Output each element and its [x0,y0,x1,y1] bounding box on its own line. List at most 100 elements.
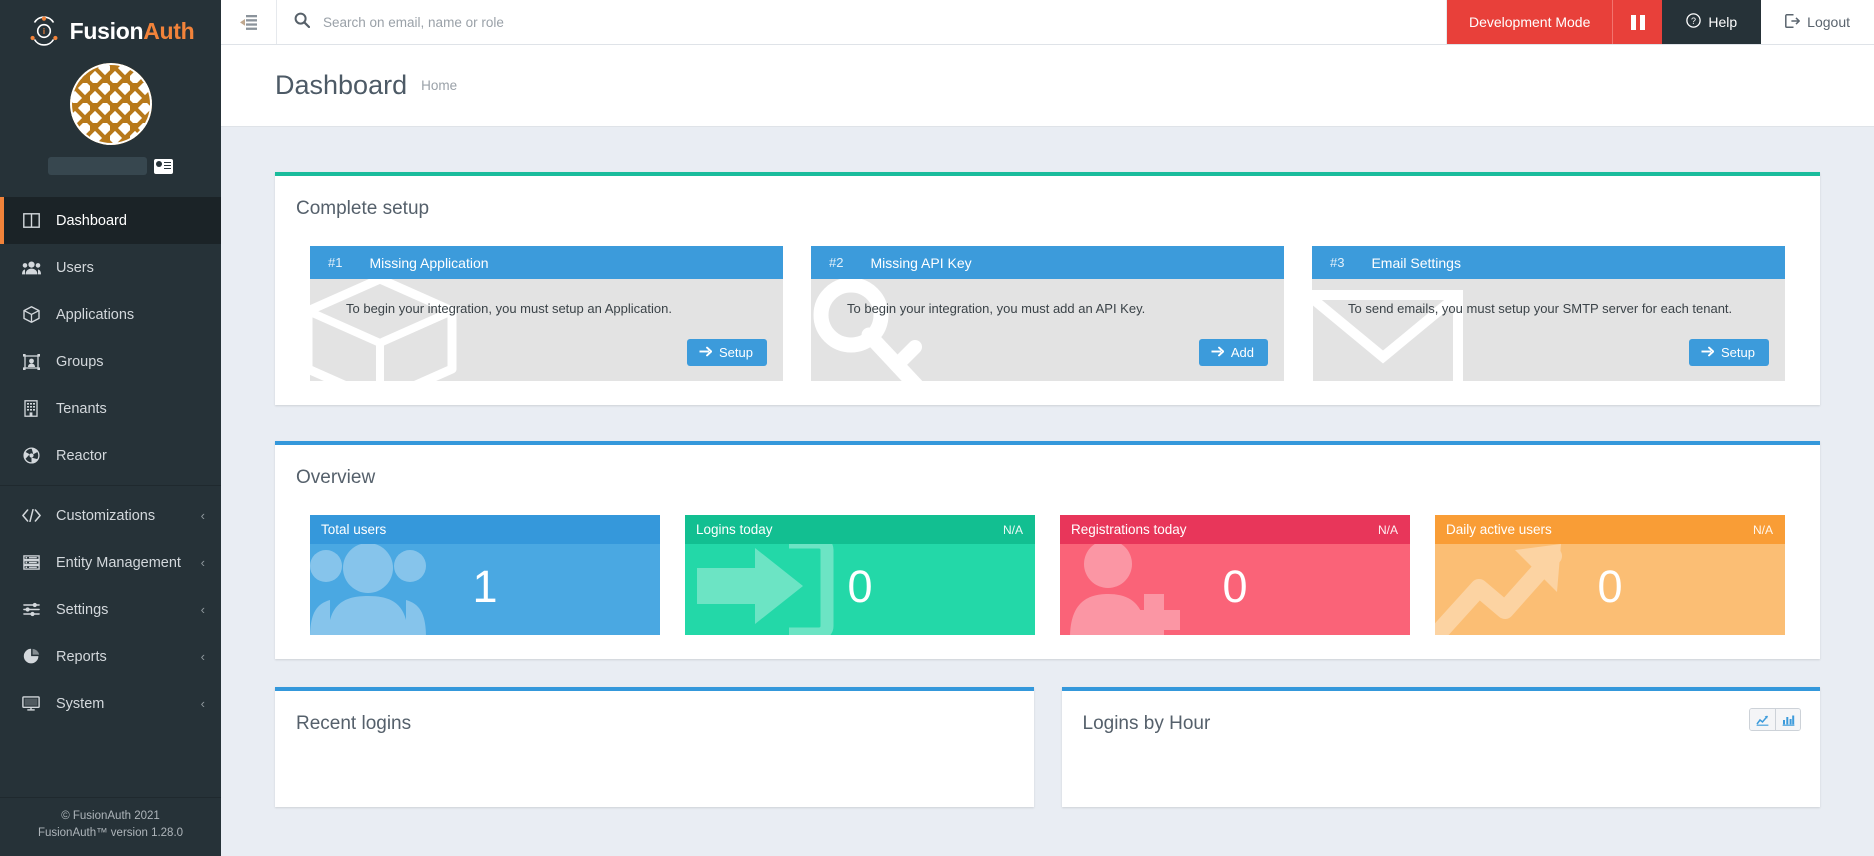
setup-card-description: To begin your integration, you must setu… [346,301,672,316]
setup-card-body: To send emails, you must setup your SMTP… [1312,279,1785,381]
username-redacted [48,157,147,175]
stat-card[interactable]: Logins today N/A 0 [685,515,1035,635]
users-icon [20,259,42,277]
sidebar-item-label: Entity Management [56,554,181,571]
setup-card-title: Email Settings [1371,254,1461,271]
sidebar-item-label: Users [56,259,94,276]
setup-card-body: To begin your integration, you must setu… [310,279,783,381]
code-brackets-icon [20,507,42,525]
version-text: FusionAuth™ version 1.28.0 [37,827,184,839]
sidebar-item-customizations[interactable]: Customizations ‹ [0,492,221,539]
avatar-wrapper [0,63,221,145]
logins-by-hour-body: Logins by Hour [1062,691,1821,735]
setup-card: #2 Missing API Key To begin your integrati… [811,246,1284,381]
logout-label: Logout [1807,14,1850,30]
stat-card-value: 0 [847,561,873,612]
logins-by-hour-title: Logins by Hour [1082,713,1211,734]
stat-card-body: 0 [685,535,1035,635]
complete-setup-panel: Complete setup #1 Missing Application To b… [275,172,1820,405]
sidebar-item-groups[interactable]: Groups [0,338,221,385]
sidebar-item-entity-management[interactable]: Entity Management ‹ [0,539,221,586]
pause-button[interactable] [1612,0,1663,44]
setup-card-description: To begin your integration, you must add … [847,301,1146,316]
development-mode-label: Development Mode [1468,14,1591,30]
stat-card-body: 1 [310,543,660,635]
stat-card[interactable]: Registrations today N/A 0 [1060,515,1410,635]
sidebar-footer: © FusionAuth 2021 FusionAuth™ version 1.… [0,797,221,856]
sidebar-nav: Dashboard Users Applications Groups Tenants R… [0,197,221,797]
pause-icon [1631,14,1645,30]
sidebar-item-system[interactable]: System ‹ [0,680,221,727]
stat-card-label: Daily active users [1446,522,1552,537]
sidebar-item-label: Reports [56,648,107,665]
setup-card-header: #1 Missing Application [310,246,783,279]
brand-logo-area[interactable]: i FusionAuth [0,0,221,56]
reactor-atom-icon [20,447,42,465]
brand-name-secondary: Auth [143,17,195,44]
sidebar-item-reports[interactable]: Reports ‹ [0,633,221,680]
sidebar-divider [0,485,221,486]
logout-button[interactable]: Logout [1761,0,1874,44]
stat-card-badge: N/A [1377,522,1398,537]
search-bar[interactable] [277,0,1447,44]
sidebar-item-settings[interactable]: Settings ‹ [0,586,221,633]
sidebar-item-dashboard[interactable]: Dashboard [0,197,221,244]
setup-card: #1 Missing Application To begin your integ… [310,246,783,381]
arrow-right-icon [699,345,713,360]
groups-icon [20,353,42,371]
setup-card-action-button[interactable]: Setup [687,339,767,366]
arrow-right-icon [1701,345,1715,360]
sidebar-item-label: Groups [56,353,104,370]
chevron-left-icon: ‹ [200,508,205,523]
sidebar-item-users[interactable]: Users [0,244,221,291]
logout-icon [1785,13,1801,31]
tenants-building-icon [20,400,42,418]
setup-card-description: To send emails, you must setup your SMTP… [1348,301,1733,316]
recent-logins-title: Recent logins [296,713,412,734]
brand-name-primary: Fusion [69,17,144,44]
setup-card-action-button[interactable]: Add [1198,339,1268,366]
chevron-left-icon: ‹ [200,649,205,664]
stat-card-value: 0 [1597,561,1623,612]
stat-card-label: Total users [321,522,387,537]
sidebar-item-applications[interactable]: Applications [0,291,221,338]
page-title: Dashboard [275,70,408,100]
sidebar-item-tenants[interactable]: Tenants [0,385,221,432]
setup-card-action-label: Add [1230,345,1254,360]
user-identity-row [0,155,221,177]
overview-body: Overview Total users 1 Logins today N/A 0 Reg… [275,445,1820,659]
page-header: Dashboard Home [221,45,1874,127]
recent-logins-panel: Recent logins [275,687,1034,807]
help-label: Help [1708,14,1738,30]
sidebar-item-reactor[interactable]: Reactor [0,432,221,479]
sidebar-item-label: Applications [56,306,135,323]
setup-card-action-button[interactable]: Setup [1689,339,1769,366]
stat-card-header: Daily active users N/A [1435,515,1785,544]
help-button[interactable]: ? Help [1662,0,1762,44]
setup-card-header: #2 Missing API Key [811,246,1284,279]
svg-text:i: i [42,27,44,36]
stat-card-header: Registrations today N/A [1060,515,1410,544]
line-chart-icon[interactable] [1750,709,1775,730]
top-header: Development Mode ? Help Logout [221,0,1874,45]
stat-card[interactable]: Total users 1 [310,515,660,635]
search-input[interactable] [323,14,1383,30]
breadcrumb[interactable]: Home [421,78,458,93]
avatar[interactable] [69,63,152,145]
brand-text: FusionAuth [70,18,195,45]
development-mode-button[interactable]: Development Mode [1446,0,1613,44]
collapse-sidebar-icon[interactable] [221,0,277,44]
setup-card-title: Missing Application [369,254,489,271]
setup-card-body: To begin your integration, you must add … [811,279,1284,381]
system-monitor-icon [20,695,42,713]
stat-card[interactable]: Daily active users N/A 0 [1435,515,1785,635]
bar-chart-icon[interactable] [1775,709,1800,730]
overview-title: Overview [296,467,376,488]
setup-card-action-label: Setup [1721,345,1755,360]
sidebar-item-label: Dashboard [56,212,127,229]
applications-box-icon [20,306,42,324]
id-card-icon[interactable] [154,158,173,174]
stat-card-body: 0 [1435,544,1785,635]
stat-card-body: 0 [1060,540,1410,635]
logins-by-hour-panel: Logins by Hour [1061,687,1821,807]
